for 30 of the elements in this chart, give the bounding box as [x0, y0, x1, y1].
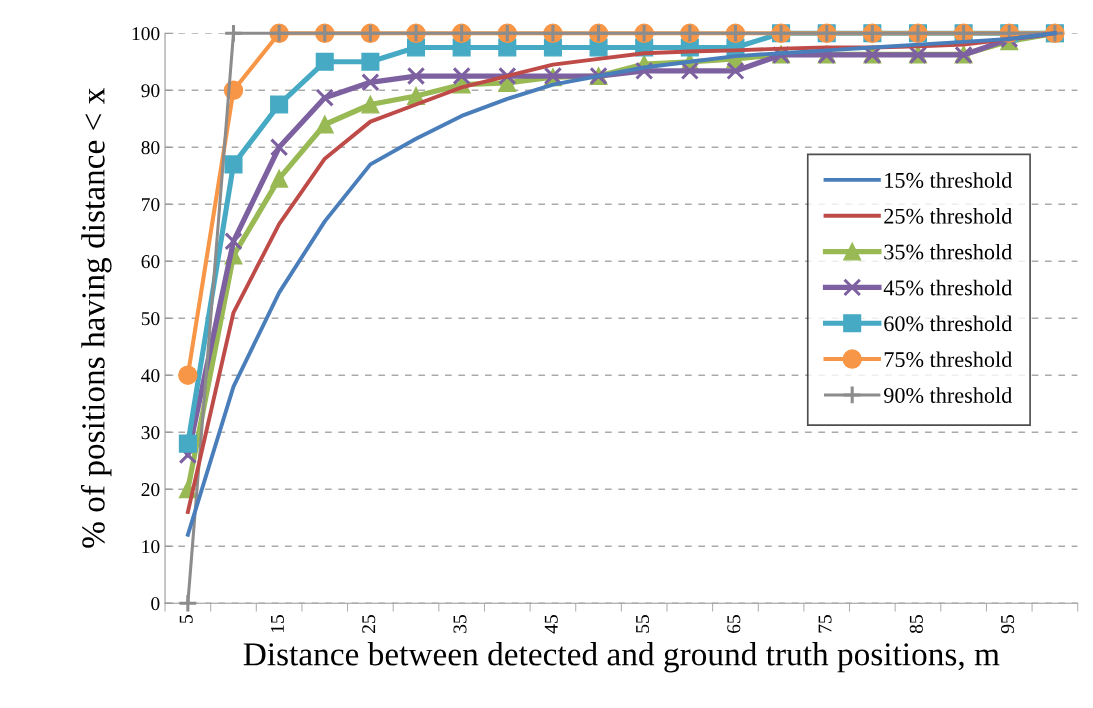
x-tick-label: 65: [727, 615, 741, 633]
legend-label: 15% threshold: [885, 172, 1013, 188]
x-tick-label: 25: [362, 615, 376, 633]
y-tick-label: 10: [142, 540, 160, 554]
x-tick-label: 5: [179, 615, 193, 623]
legend-label: 25% threshold: [884, 208, 1013, 224]
y-tick-label: 60: [141, 255, 160, 269]
x-tick-label: 95: [1001, 615, 1015, 634]
y-tick-label: 80: [141, 141, 160, 155]
y-tick-label: 20: [141, 483, 160, 497]
y-tick-label: 50: [141, 312, 160, 326]
legend-label: 75% threshold: [884, 351, 1013, 368]
y-tick-label: 40: [141, 369, 160, 383]
legend-label: 45% threshold: [883, 279, 1013, 296]
x-tick-label: 15: [270, 615, 284, 633]
y-tick-label: 0: [151, 597, 160, 611]
legend-label: 60% threshold: [884, 315, 1013, 332]
x-tick-label: 75: [818, 615, 832, 633]
x-axis-title: Distance between detected and ground truth positions, m: [243, 642, 1000, 673]
x-tick-label: 35: [453, 615, 467, 633]
y-tick-label: 100: [132, 27, 160, 41]
x-tick-label: 85: [909, 615, 923, 634]
x-tick-label: 55: [636, 615, 650, 633]
y-tick-label: 90: [141, 84, 160, 98]
legend-label: 35% threshold: [884, 243, 1013, 260]
y-tick-label: 30: [141, 426, 160, 440]
y-axis-title: % of positions having distance < x: [80, 87, 112, 548]
x-tick-label: 45: [544, 615, 558, 634]
y-tick-label: 70: [142, 198, 160, 212]
legend-label: 90% threshold: [884, 387, 1013, 403]
